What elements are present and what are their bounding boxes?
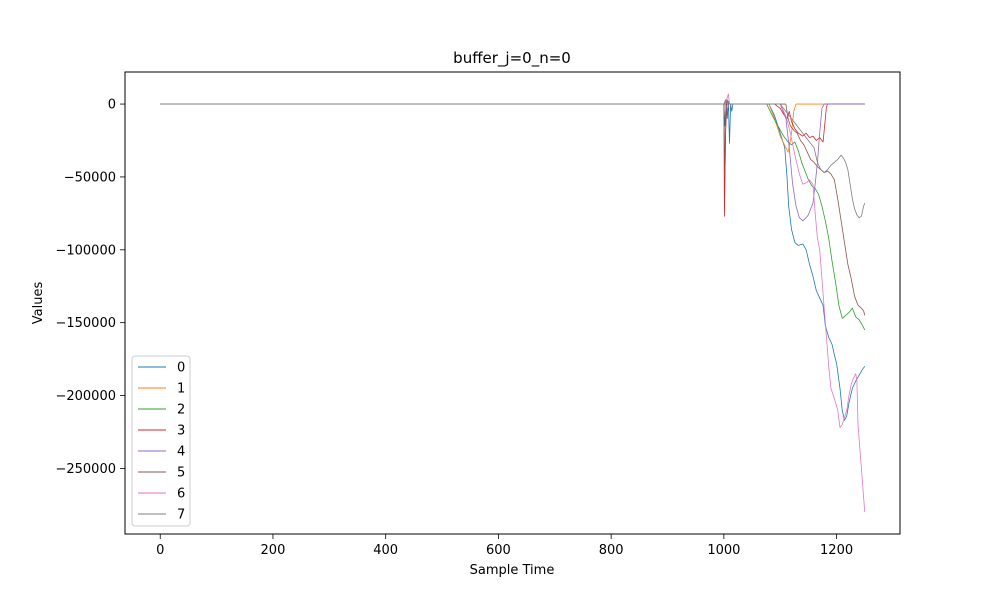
x-tick-label: 0 <box>156 543 164 558</box>
x-tick-label: 600 <box>486 543 511 558</box>
chart-title: buffer_j=0_n=0 <box>453 49 571 68</box>
x-tick-label: 400 <box>373 543 398 558</box>
legend-label-3: 3 <box>177 424 185 439</box>
y-axis-ticks: 0 −50000 −100000 −150000 −200000 −250000 <box>55 98 125 477</box>
series-layer <box>160 93 866 513</box>
legend-label-6: 6 <box>177 487 185 502</box>
x-tick-label: 200 <box>261 543 286 558</box>
legend-label-0: 0 <box>177 361 185 376</box>
legend-items: 0 1 2 3 4 5 6 7 <box>138 361 185 523</box>
x-tick-label: 1000 <box>707 543 740 558</box>
series-line-2 <box>160 103 866 331</box>
y-tick-label: −150000 <box>55 316 116 331</box>
series-line-1 <box>160 103 865 153</box>
y-tick-label: 0 <box>108 98 116 113</box>
x-tick-label: 1200 <box>820 543 853 558</box>
x-axis-label: Sample Time <box>470 563 555 578</box>
y-tick-label: −50000 <box>64 170 116 185</box>
x-tick-label: 800 <box>599 543 624 558</box>
x-axis-ticks: 0 200 400 600 800 1000 1200 <box>156 534 853 558</box>
series-line-7 <box>160 99 866 219</box>
legend-label-5: 5 <box>177 466 185 481</box>
legend-label-7: 7 <box>177 508 185 523</box>
y-tick-label: −250000 <box>55 462 116 477</box>
legend: 0 1 2 3 4 5 6 7 <box>131 355 191 527</box>
plot-area-frame <box>124 71 901 535</box>
y-axis-label: Values <box>31 282 46 325</box>
y-tick-label: −100000 <box>55 243 116 258</box>
y-tick-label: −200000 <box>55 389 116 404</box>
series-line-0 <box>160 100 866 421</box>
legend-box <box>131 355 191 527</box>
legend-label-1: 1 <box>177 382 185 397</box>
legend-label-4: 4 <box>177 445 185 460</box>
series-line-6 <box>160 93 866 513</box>
legend-label-2: 2 <box>177 403 185 418</box>
series-line-4 <box>160 99 865 222</box>
